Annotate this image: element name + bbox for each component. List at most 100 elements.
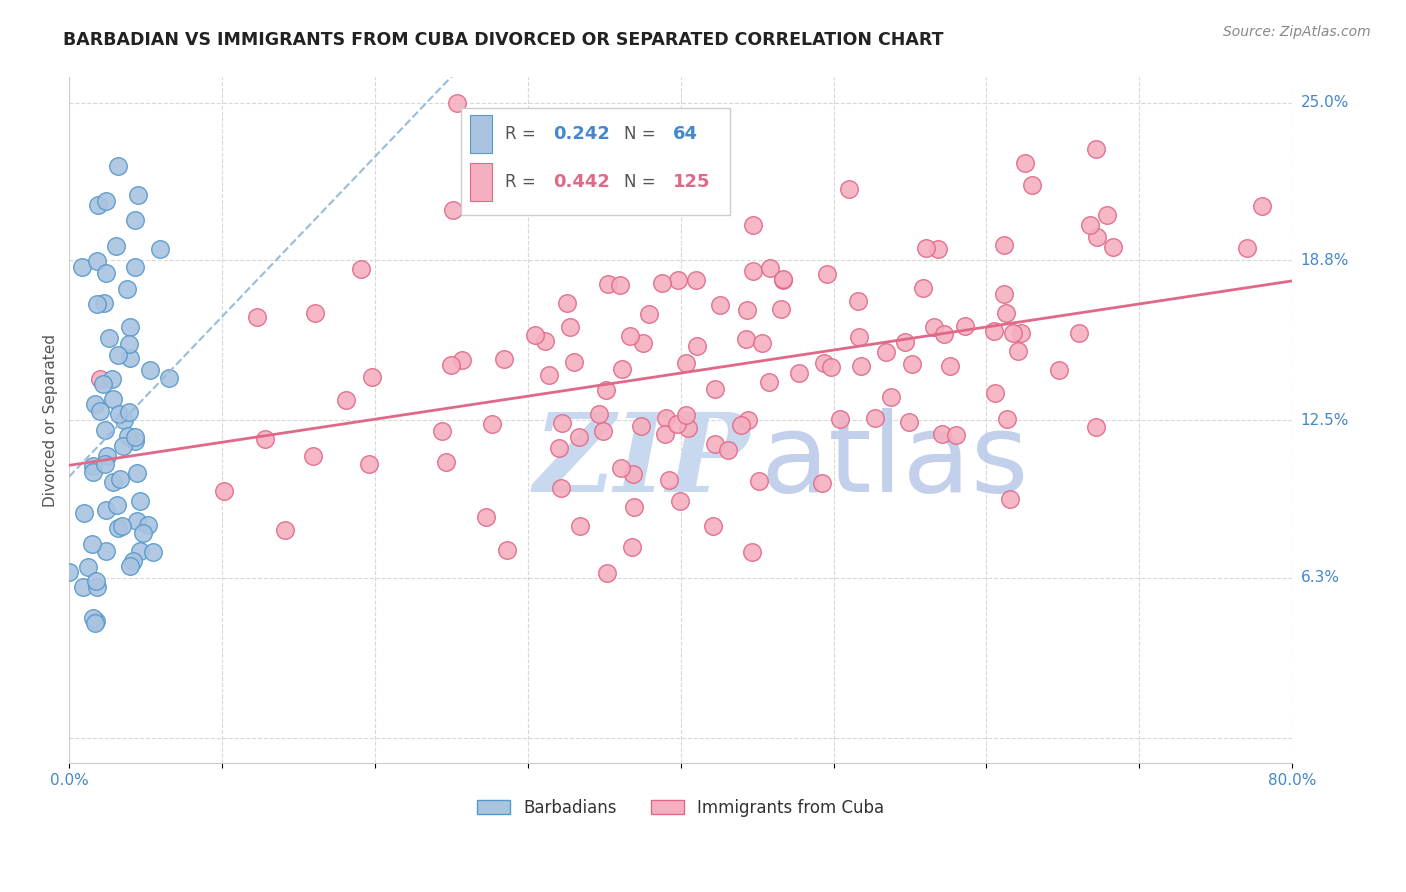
Point [124,213,146,227]
Point [686,339,709,353]
Point [703,437,725,451]
Point [118,351,141,365]
Point [73,506,96,520]
Point [592,424,614,438]
Point [1084,419,1107,434]
Point [588,407,610,421]
Point [1095,208,1118,222]
Text: BARBADIAN VS IMMIGRANTS FROM CUBA DIVORCED OR SEPARATED CORRELATION CHART: BARBADIAN VS IMMIGRANTS FROM CUBA DIVORC… [63,31,943,49]
Point [253,432,276,446]
Point [112,413,135,427]
Text: 0.242: 0.242 [554,125,610,143]
Point [897,416,920,430]
Point [815,268,838,282]
Point [115,282,138,296]
Point [863,411,886,425]
Point [111,439,134,453]
Point [569,519,592,533]
Point [84,614,107,628]
Point [676,420,699,434]
Point [666,272,689,286]
Text: 25.0%: 25.0% [1301,95,1348,111]
Point [441,203,464,218]
Point [101,392,124,406]
Point [1085,230,1108,244]
Point [118,558,141,573]
Point [735,303,758,318]
Point [534,334,557,348]
Point [82,611,104,625]
Point [984,386,1007,401]
Point [481,417,503,431]
Point [830,411,852,425]
Text: N =: N = [624,173,661,191]
FancyBboxPatch shape [471,163,492,201]
Point [107,407,129,421]
Point [742,219,765,233]
Point [97,331,120,345]
Point [87,198,110,212]
Point [813,356,835,370]
Text: 18.8%: 18.8% [1301,252,1348,268]
Point [105,498,128,512]
Text: ZIP: ZIP [534,408,751,516]
Point [125,514,148,528]
Point [124,434,146,449]
Point [610,460,633,475]
Point [612,362,634,376]
Point [945,428,967,442]
Point [558,320,581,334]
Point [939,359,962,373]
Point [77,560,100,574]
Point [685,273,707,287]
Point [730,417,752,432]
Point [894,334,917,349]
Point [104,238,127,252]
Point [983,324,1005,338]
Point [880,390,903,404]
Point [434,455,457,469]
Point [562,355,585,369]
Point [446,95,468,110]
Point [1069,326,1091,340]
Text: 64: 64 [673,125,699,143]
Point [1002,326,1025,340]
Point [875,344,897,359]
Point [96,449,118,463]
Point [623,500,645,515]
Point [922,320,945,334]
Point [89,371,111,385]
Point [121,553,143,567]
Point [758,260,780,275]
Point [107,159,129,173]
Point [136,517,159,532]
Point [80,537,103,551]
Point [93,295,115,310]
Point [619,329,641,343]
Point [94,423,117,437]
Point [931,426,953,441]
Point [748,475,770,489]
Point [214,484,236,499]
Point [555,296,578,310]
Point [993,238,1015,252]
Point [651,277,673,291]
Point [550,481,572,495]
Point [361,370,384,384]
Point [1010,326,1032,340]
Point [72,580,94,594]
Point [273,524,295,538]
Point [120,320,142,334]
Point [998,491,1021,506]
Point [84,397,107,411]
Point [89,404,111,418]
Point [927,242,949,256]
Text: Source: ZipAtlas.com: Source: ZipAtlas.com [1223,25,1371,39]
Point [94,503,117,517]
Point [86,297,108,311]
Point [496,542,519,557]
Point [737,413,759,427]
Point [94,266,117,280]
Point [94,457,117,471]
Point [772,272,794,286]
